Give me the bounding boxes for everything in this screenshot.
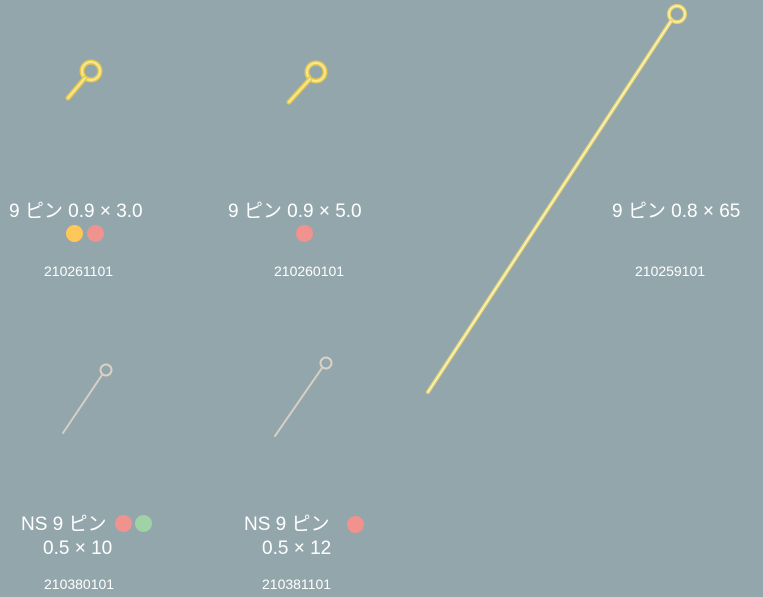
- long-eye-pin-image: [426, 4, 687, 394]
- product-code: 210260101: [274, 263, 345, 279]
- color-dot-green: [135, 515, 152, 532]
- color-dot-red: [87, 225, 104, 242]
- product-name-line2: 0.5 × 10: [43, 538, 113, 559]
- product-card-210260101[interactable]: 9 ピン 0.9 × 5.0 210260101: [215, 0, 415, 300]
- product-name-line1: NS 9 ピン: [21, 514, 107, 535]
- color-dot-red: [347, 516, 364, 533]
- product-name: 9 ピン 0.8 × 65: [612, 201, 741, 222]
- product-name: 9 ピン 0.9 × 5.0: [228, 201, 362, 222]
- product-name: 9 ピン 0.9 × 3.0: [9, 201, 143, 222]
- color-dot-yellow: [66, 225, 83, 242]
- product-card-210261101[interactable]: 9 ピン 0.9 × 3.0 210261101: [0, 0, 200, 300]
- product-code: 210381101: [262, 576, 332, 592]
- product-card-210259101[interactable]: 9 ピン 0.8 × 65 210259101: [415, 0, 763, 420]
- product-card-210381101[interactable]: NS 9 ピン 0.5 × 12 210381101: [215, 340, 415, 597]
- product-code: 210380101: [44, 576, 115, 592]
- ns-eye-pin-image: [62, 363, 113, 434]
- product-card-210380101[interactable]: NS 9 ピン 0.5 × 10 210380101: [0, 340, 200, 597]
- product-name-line2: 0.5 × 12: [262, 538, 332, 559]
- eye-pin-image: [286, 60, 328, 105]
- product-code: 210261101: [44, 263, 114, 279]
- eye-pin-image: [65, 59, 103, 101]
- product-name-line1: NS 9 ピン: [244, 514, 330, 535]
- product-code: 210259101: [635, 263, 706, 279]
- color-dot-red: [296, 225, 313, 242]
- color-dot-red: [115, 515, 132, 532]
- ns-eye-pin-image: [274, 356, 333, 437]
